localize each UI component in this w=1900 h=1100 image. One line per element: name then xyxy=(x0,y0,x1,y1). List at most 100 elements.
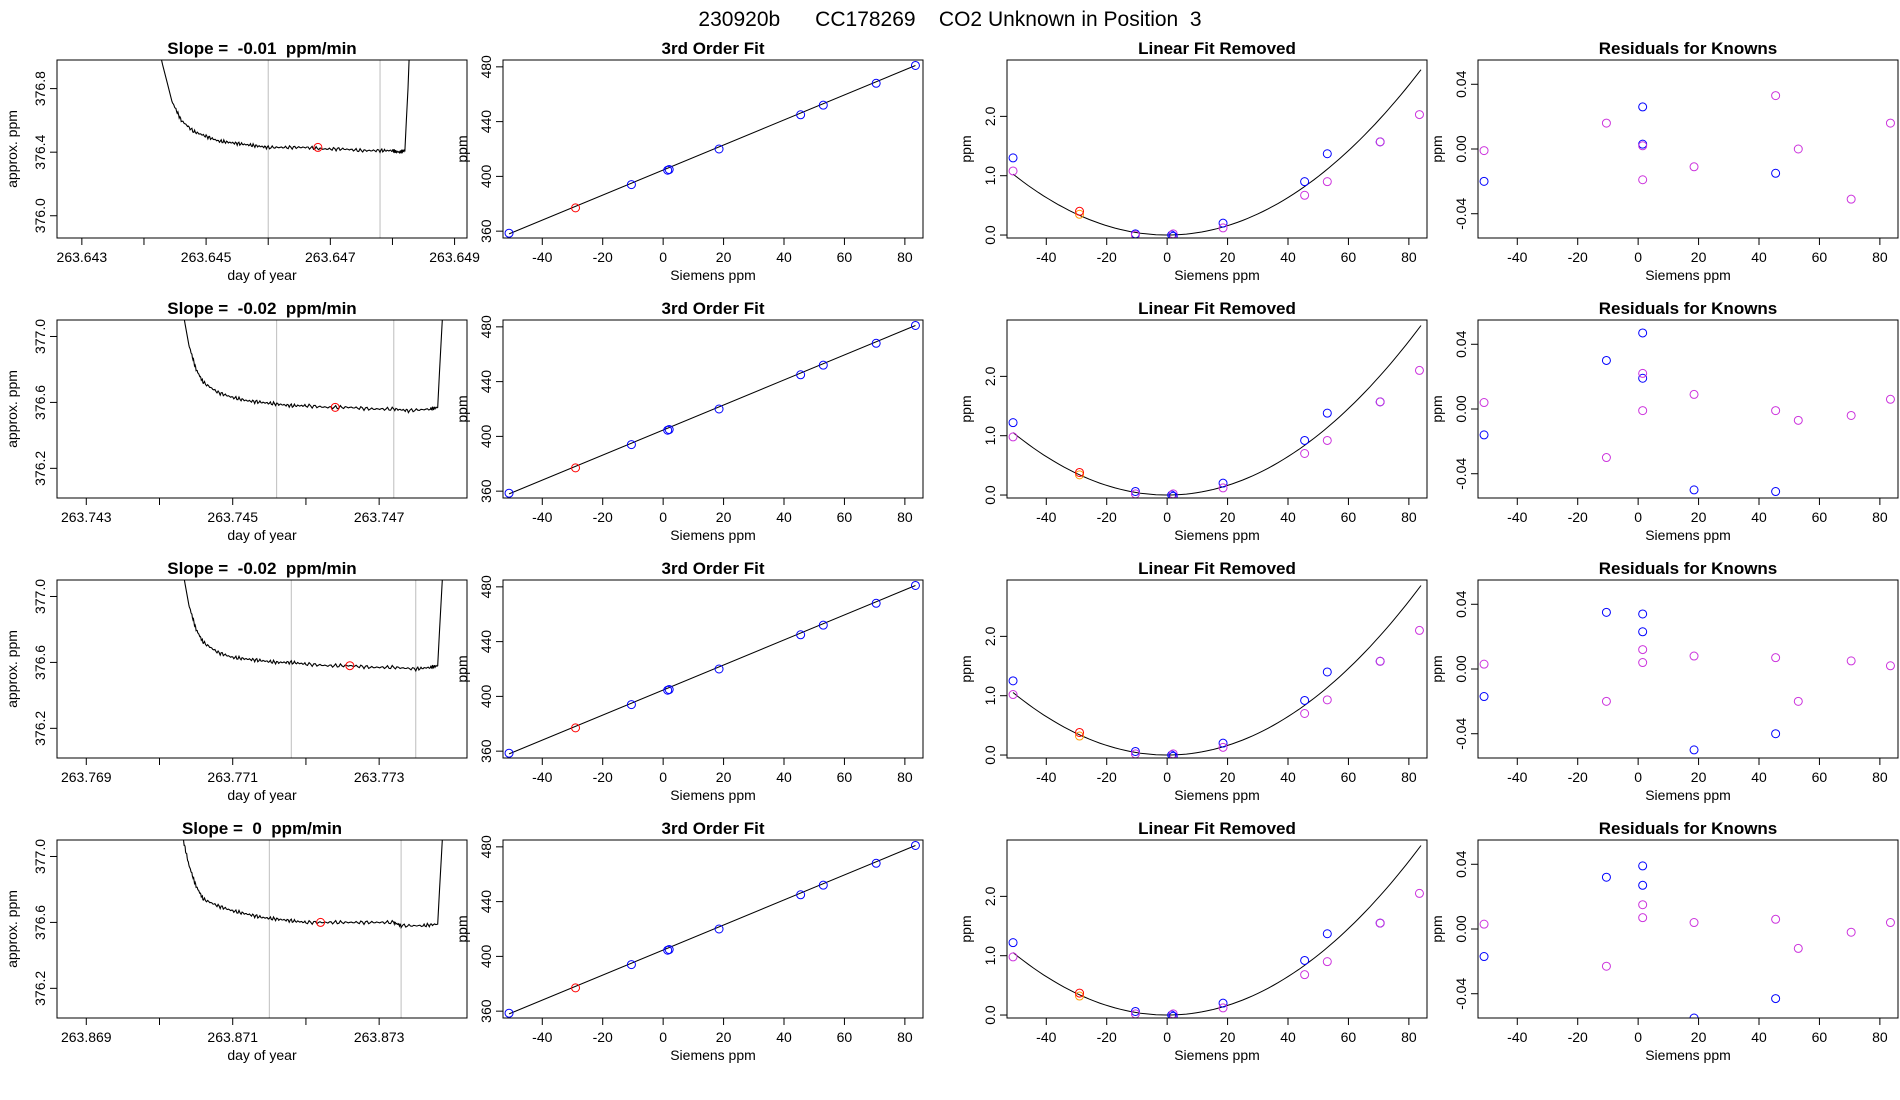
y-tick-label: 0.0 xyxy=(982,745,998,765)
x-tick-label: 40 xyxy=(1280,249,1296,265)
y-axis-label: approx. ppm xyxy=(4,890,20,968)
y-axis-label: ppm xyxy=(1429,915,1445,942)
x-tick-label: 80 xyxy=(897,249,913,265)
y-axis-label: ppm xyxy=(454,135,470,162)
panel-3-1: Slope = -0.02 ppm/min 263.769 263.771 263.7… xyxy=(4,559,468,803)
y-axis-label: ppm xyxy=(454,395,470,422)
y-tick-label: 0.04 xyxy=(1453,590,1469,617)
plot-area xyxy=(504,60,920,238)
data-point xyxy=(818,100,828,110)
x-tick-label: -20 xyxy=(1568,769,1588,785)
panel-title: Slope = -0.02 ppm/min xyxy=(167,559,356,578)
panel-3-3: Linear Fit Removed -40 -20 0 20 40 60 80 0.0 1.0 2… xyxy=(958,559,1428,803)
y-tick-label: 480 xyxy=(478,315,494,339)
plot-area xyxy=(1008,845,1424,1018)
x-axis-label: Siemens ppm xyxy=(1645,1047,1731,1063)
x-tick-label: 0 xyxy=(659,249,667,265)
plot-frame xyxy=(56,839,468,1019)
x-tick-label: 0 xyxy=(659,509,667,525)
x-tick-label: 0 xyxy=(1163,769,1171,785)
data-point xyxy=(504,228,514,238)
x-tick-label: 60 xyxy=(1341,769,1357,785)
x-tick-label: 0 xyxy=(1634,1029,1642,1045)
y-tick-label: 400 xyxy=(478,684,494,708)
data-point xyxy=(1479,919,1489,929)
data-point xyxy=(1771,729,1781,739)
panel-title: 3rd Order Fit xyxy=(662,819,765,838)
x-tick-label: 60 xyxy=(1812,769,1828,785)
plot-area xyxy=(1479,861,1895,1018)
data-point xyxy=(1414,625,1424,635)
x-axis-label: Siemens ppm xyxy=(1174,1047,1260,1063)
data-point xyxy=(1075,727,1085,737)
panel-3-4: Residuals for Knowns -40 -20 0 20 40 60 80 -0.04… xyxy=(1429,559,1899,803)
data-point xyxy=(1479,146,1489,156)
x-tick-label: 20 xyxy=(716,249,732,265)
x-tick-label: 20 xyxy=(1691,769,1707,785)
data-point xyxy=(1885,661,1895,671)
panel-1-3: Linear Fit Removed -40 -20 0 20 40 60 80 0.0 1.0 2… xyxy=(958,39,1428,283)
data-point xyxy=(1638,328,1648,338)
data-point xyxy=(1168,751,1178,758)
data-point xyxy=(1846,927,1856,937)
y-axis-label: approx. ppm xyxy=(4,630,20,708)
x-tick-label: -20 xyxy=(1097,1029,1117,1045)
data-point xyxy=(871,338,881,348)
data-point xyxy=(1218,1003,1228,1013)
x-tick-label: 40 xyxy=(1280,509,1296,525)
panel-title: Slope = 0 ppm/min xyxy=(182,819,342,838)
plot-frame xyxy=(502,59,924,239)
x-tick-label: -40 xyxy=(1507,249,1527,265)
data-point xyxy=(1689,918,1699,928)
y-tick-label: 360 xyxy=(478,219,494,243)
x-axis-label: Siemens ppm xyxy=(1645,527,1731,543)
x-tick-label: 80 xyxy=(1872,769,1888,785)
data-point xyxy=(1008,153,1018,163)
x-tick-label: 0 xyxy=(1163,1029,1171,1045)
x-tick-label: 60 xyxy=(837,249,853,265)
x-tick-label: -20 xyxy=(1568,1029,1588,1045)
x-tick-label: 263.747 xyxy=(354,509,405,525)
data-point xyxy=(818,620,828,630)
y-tick-label: 2.0 xyxy=(982,106,998,126)
data-point xyxy=(1771,406,1781,416)
x-tick-label: 20 xyxy=(1691,249,1707,265)
data-point xyxy=(1479,398,1489,408)
data-point xyxy=(714,664,724,674)
data-point xyxy=(1638,645,1648,655)
data-point xyxy=(1218,478,1228,488)
panel-title: Linear Fit Removed xyxy=(1138,559,1296,578)
plot-frame xyxy=(56,579,468,759)
x-tick-label: 40 xyxy=(776,1029,792,1045)
data-point xyxy=(1638,880,1648,890)
y-tick-label: 376.2 xyxy=(32,711,48,746)
y-tick-label: 480 xyxy=(478,575,494,599)
data-point xyxy=(1771,487,1781,497)
data-point xyxy=(910,840,920,850)
data-point xyxy=(1885,918,1895,928)
data-point xyxy=(1689,651,1699,661)
x-tick-label: 263.869 xyxy=(61,1029,112,1045)
x-tick-label: 263.773 xyxy=(354,769,405,785)
data-point xyxy=(1167,750,1177,758)
data-point xyxy=(1601,872,1611,882)
data-point xyxy=(1322,177,1332,187)
data-point xyxy=(1218,223,1228,233)
y-tick-label: 377.0 xyxy=(32,839,48,874)
x-tick-label: 263.771 xyxy=(207,769,258,785)
panel-title: Residuals for Knowns xyxy=(1599,559,1778,578)
x-tick-label: 40 xyxy=(1751,249,1767,265)
x-tick-label: 263.645 xyxy=(181,249,232,265)
data-point xyxy=(1846,410,1856,420)
data-point xyxy=(1218,742,1228,752)
y-tick-label: -0.04 xyxy=(1453,198,1469,230)
x-tick-label: -40 xyxy=(1036,1029,1056,1045)
plot-frame xyxy=(1006,319,1428,499)
data-point xyxy=(1008,418,1018,428)
data-point xyxy=(1689,745,1699,755)
x-tick-label: -40 xyxy=(532,769,552,785)
y-tick-label: 1.0 xyxy=(982,946,998,966)
data-point xyxy=(1008,432,1018,442)
concentration-trace xyxy=(183,580,443,673)
data-point xyxy=(1322,695,1332,705)
